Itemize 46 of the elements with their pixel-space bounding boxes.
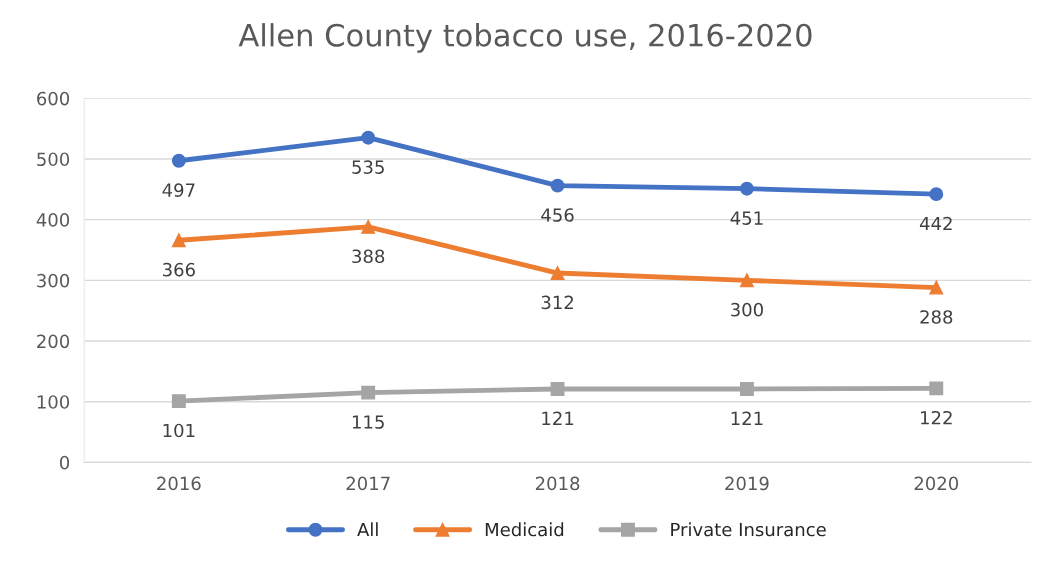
y-tick-label: 300 — [37, 273, 70, 288]
y-tick-label: 0 — [59, 455, 70, 470]
data-label: 366 — [162, 262, 195, 277]
legend-label: Medicaid — [485, 522, 564, 537]
data-label: 451 — [730, 211, 763, 225]
point — [361, 385, 376, 400]
y-tick-label: 500 — [37, 152, 70, 167]
data-label: 101 — [163, 423, 195, 438]
data-label: 442 — [919, 216, 952, 231]
point — [550, 382, 565, 396]
point — [739, 273, 754, 288]
data-label: 288 — [920, 310, 953, 324]
legend-label: All — [357, 522, 378, 537]
legend-label: Private Insurance — [671, 522, 826, 537]
point — [171, 394, 186, 409]
point — [171, 153, 186, 168]
point — [929, 381, 944, 396]
data-label: 122 — [921, 410, 952, 425]
data-label: 121 — [731, 411, 763, 425]
x-tick-label: 2018 — [535, 476, 580, 491]
point — [929, 280, 944, 295]
y-tick-label: 400 — [36, 213, 70, 227]
y-tick-label: 100 — [37, 395, 70, 409]
data-label: 497 — [162, 183, 195, 197]
x-tick-label: 2016 — [157, 476, 201, 491]
data-label: 121 — [542, 411, 574, 425]
data-label: 535 — [352, 160, 384, 174]
point — [550, 266, 565, 280]
data-label: 300 — [731, 302, 763, 317]
point — [171, 233, 186, 248]
point — [361, 130, 376, 145]
x-tick-label: 2017 — [346, 476, 390, 491]
data-label: 115 — [352, 415, 384, 429]
y-tick-label: 600 — [37, 91, 70, 106]
point — [929, 187, 944, 202]
x-tick-label: 2020 — [914, 476, 959, 491]
point — [361, 219, 376, 234]
y-tick-label: 200 — [37, 334, 70, 349]
x-tick-label: 2019 — [725, 476, 769, 491]
data-label: 388 — [352, 249, 385, 264]
point — [739, 382, 754, 396]
data-label: 312 — [541, 295, 573, 310]
point — [550, 178, 565, 193]
chart-title: Allen County tobacco use, 2016-2020 — [238, 23, 812, 53]
point — [739, 181, 754, 196]
data-label: 456 — [541, 208, 574, 222]
